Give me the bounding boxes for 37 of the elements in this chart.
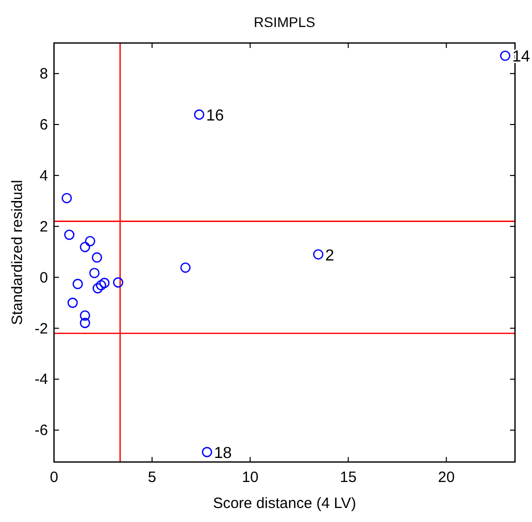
point [72, 278, 83, 290]
point [202, 446, 212, 458]
x-tick-label: 20 [438, 469, 455, 486]
point [180, 262, 191, 273]
point [84, 236, 96, 246]
point [62, 192, 72, 204]
x-tick-label: 5 [148, 469, 156, 486]
annotation: 16 [206, 108, 224, 125]
x-tick-label: 10 [242, 469, 259, 486]
point [80, 242, 90, 252]
point [99, 278, 110, 288]
y-tick-label: -6 [34, 422, 48, 440]
point [96, 280, 106, 290]
point [64, 230, 74, 240]
y-tick-label: 6 [40, 116, 48, 134]
y-tick-label: -4 [34, 371, 48, 388]
y-axis-title: Standardized residual [9, 180, 26, 326]
x-axis-title: Score distance (4 LV) [212, 495, 356, 512]
point [89, 268, 100, 278]
y-tick-label: -2 [34, 320, 48, 338]
point [313, 249, 324, 260]
annotation: 2 [325, 247, 334, 264]
annotation: 18 [214, 445, 232, 462]
point [80, 310, 90, 321]
point [92, 283, 103, 294]
y-tick-label: 4 [40, 167, 48, 184]
point [67, 298, 78, 308]
point [80, 318, 90, 328]
chart-title: RSIMPLS [254, 14, 316, 30]
point [194, 109, 204, 120]
point [112, 277, 124, 288]
y-tick-label: 0 [40, 269, 48, 286]
y-tick-label: 2 [40, 218, 48, 236]
x-tick-label: 15 [340, 469, 357, 486]
point [92, 252, 102, 263]
y-tick-label: 8 [40, 66, 48, 83]
point [500, 50, 510, 61]
